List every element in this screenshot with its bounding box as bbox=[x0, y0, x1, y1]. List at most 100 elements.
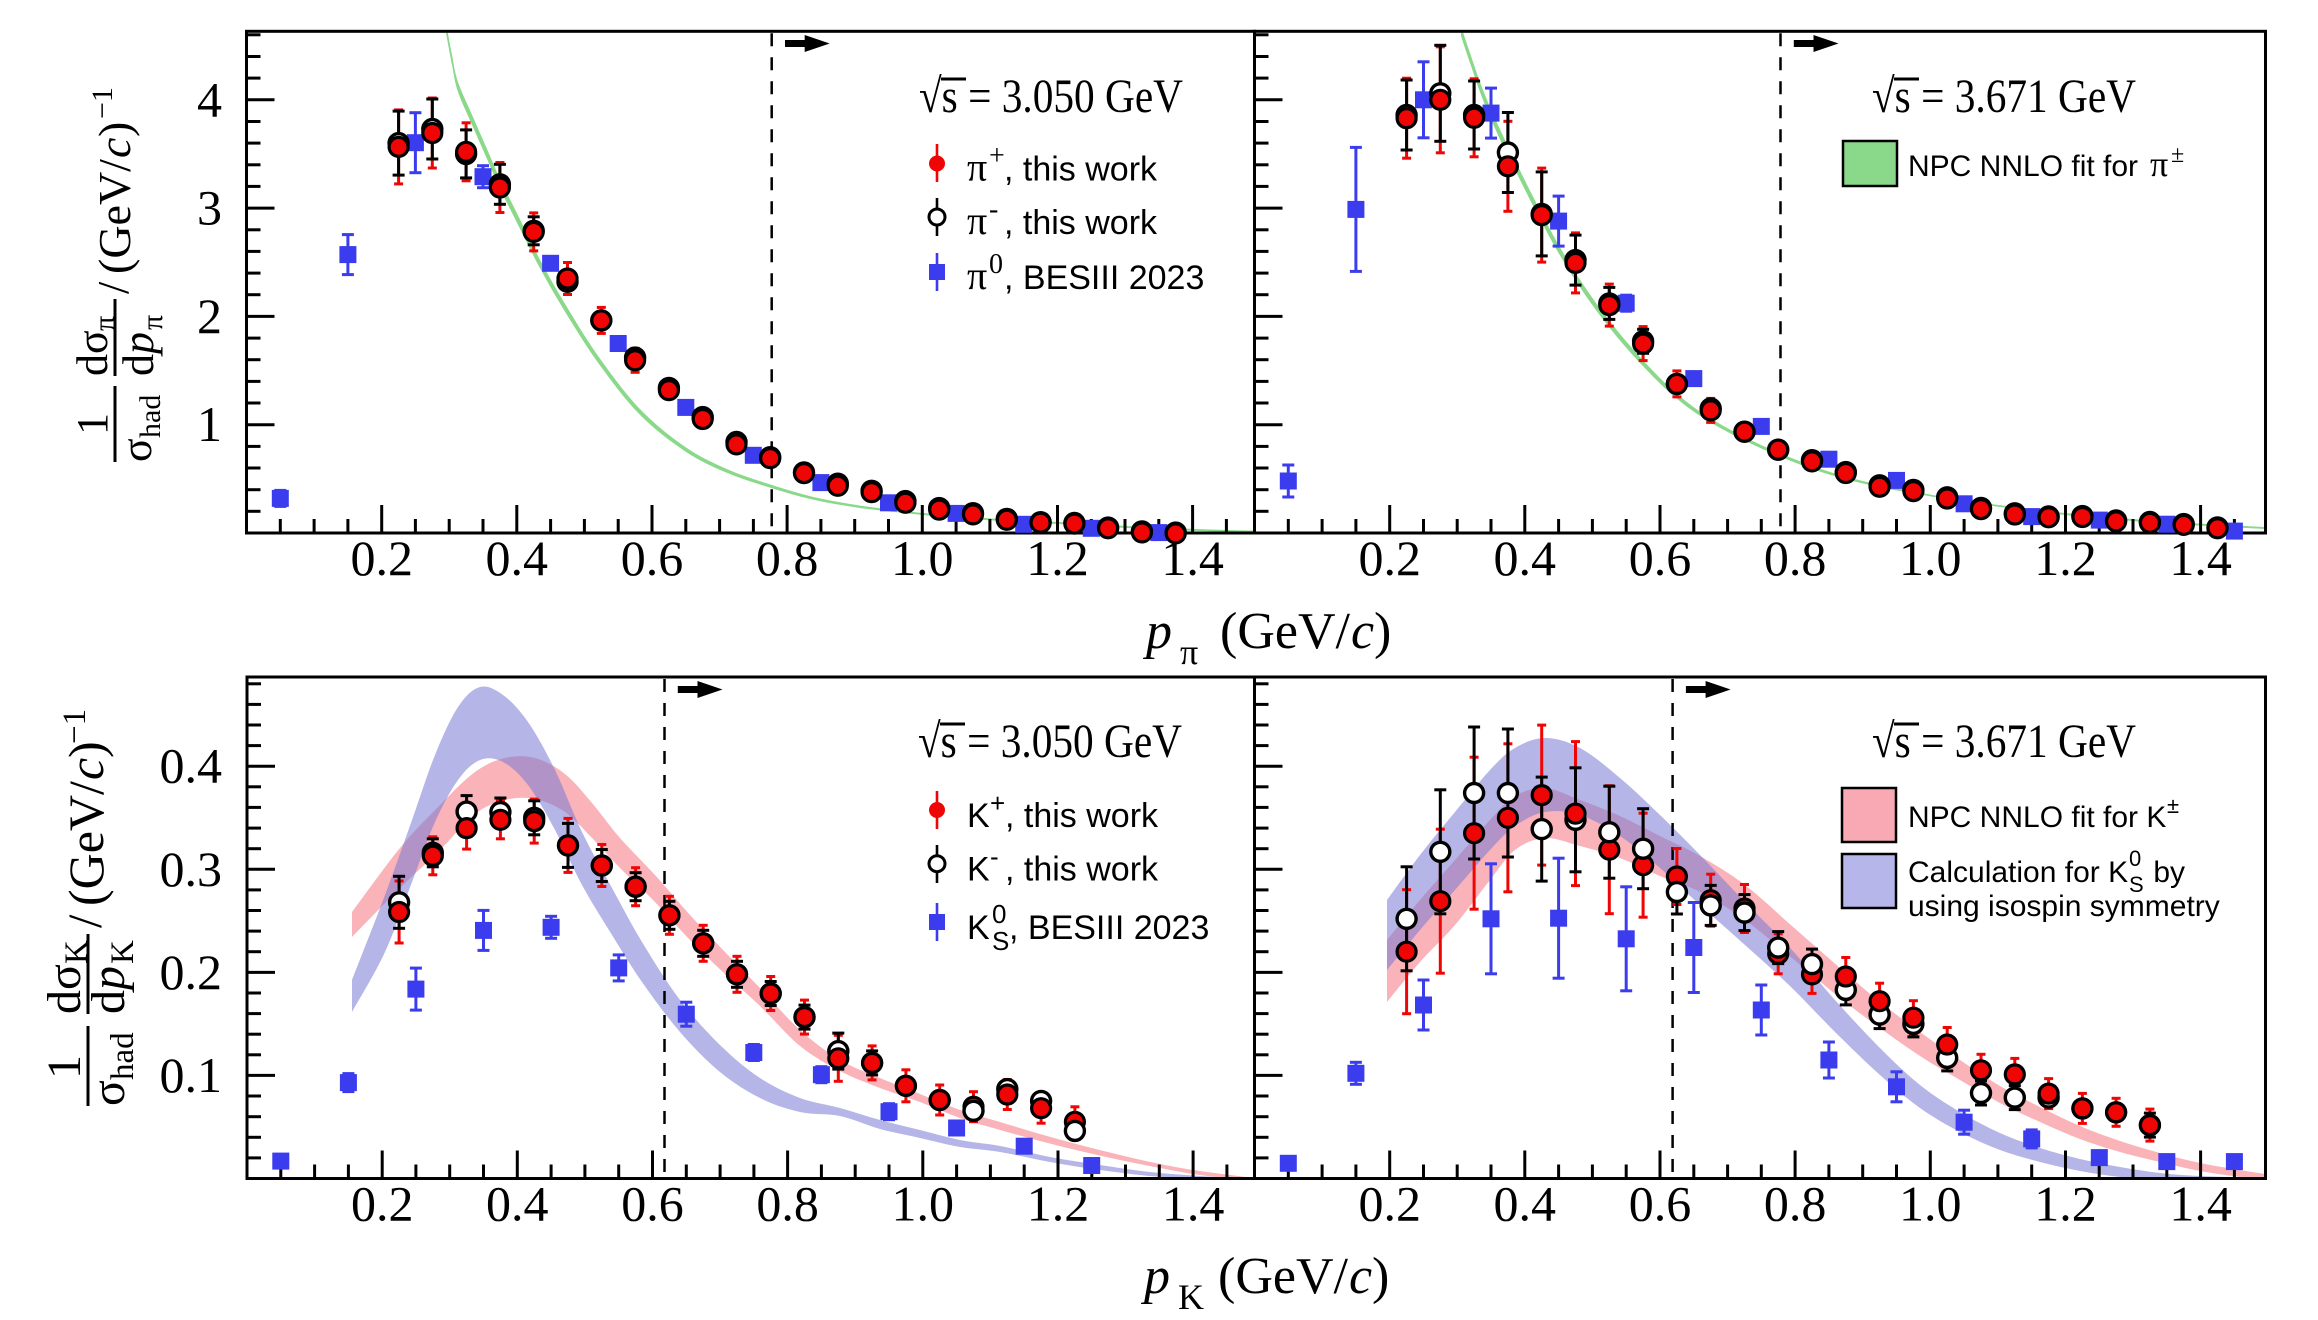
svg-text:using isospin symmetry: using isospin symmetry bbox=[1908, 890, 2220, 923]
svg-text:1.0: 1.0 bbox=[1899, 1176, 1962, 1232]
svg-text:p: p bbox=[1142, 603, 1172, 660]
svg-text:π: π bbox=[967, 253, 987, 298]
svg-text:0.2: 0.2 bbox=[160, 944, 223, 1000]
svg-text:1.4: 1.4 bbox=[1162, 1176, 1225, 1232]
svg-text:2: 2 bbox=[197, 288, 222, 344]
svg-text:, BESIII 2023: , BESIII 2023 bbox=[1004, 259, 1204, 297]
svg-text:K: K bbox=[1178, 1277, 1204, 1317]
svg-text:1.2: 1.2 bbox=[2034, 1176, 2097, 1232]
svg-text:±: ± bbox=[2171, 142, 2184, 168]
svg-text:): ) bbox=[58, 741, 114, 758]
svg-text:, BESIII 2023: , BESIII 2023 bbox=[1009, 909, 1209, 947]
svg-text:−1: −1 bbox=[86, 87, 119, 119]
svg-text:-: - bbox=[990, 842, 999, 872]
svg-text:1.2: 1.2 bbox=[2034, 530, 2097, 586]
svg-text:0.8: 0.8 bbox=[1764, 530, 1827, 586]
svg-text:−1: −1 bbox=[57, 709, 93, 744]
svg-text:1.2: 1.2 bbox=[1027, 1176, 1090, 1232]
svg-text:±: ± bbox=[2167, 793, 2179, 818]
svg-text:NPC NNLO fit for: NPC NNLO fit for bbox=[1908, 150, 2146, 183]
svg-text:1.0: 1.0 bbox=[892, 1176, 955, 1232]
svg-text:dσ: dσ bbox=[38, 964, 91, 1014]
svg-text:σ: σ bbox=[82, 1080, 135, 1106]
svg-text:had: had bbox=[134, 395, 167, 438]
svg-text:σ: σ bbox=[112, 438, 161, 462]
svg-text:0.2: 0.2 bbox=[350, 530, 413, 586]
svg-text:0.6: 0.6 bbox=[621, 1176, 684, 1232]
svg-text:1.0: 1.0 bbox=[1899, 530, 1962, 586]
svg-text:1.4: 1.4 bbox=[2169, 1176, 2232, 1232]
svg-text:3: 3 bbox=[197, 180, 222, 236]
svg-text:p: p bbox=[1140, 1248, 1170, 1305]
svg-text:0.8: 0.8 bbox=[756, 1176, 819, 1232]
svg-text:K: K bbox=[967, 851, 990, 889]
svg-text:0.4: 0.4 bbox=[160, 738, 223, 794]
svg-text:0.2: 0.2 bbox=[1358, 530, 1421, 586]
svg-text:0.6: 0.6 bbox=[1629, 1176, 1692, 1232]
svg-text:dσ: dσ bbox=[68, 330, 117, 376]
svg-text:(GeV/: (GeV/ bbox=[58, 781, 114, 906]
svg-text:1.4: 1.4 bbox=[2169, 530, 2232, 586]
svg-text:(GeV/: (GeV/ bbox=[1220, 603, 1351, 660]
svg-text:π: π bbox=[1180, 632, 1198, 672]
svg-text:1: 1 bbox=[68, 413, 117, 435]
svg-text:): ) bbox=[89, 122, 140, 137]
svg-text:0.8: 0.8 bbox=[1764, 1176, 1827, 1232]
svg-text:1.4: 1.4 bbox=[1161, 530, 1224, 586]
svg-text:+: + bbox=[990, 788, 1005, 818]
svg-text:by: by bbox=[2145, 856, 2185, 889]
svg-text:K: K bbox=[967, 909, 990, 947]
svg-text:-: - bbox=[989, 194, 998, 225]
svg-text:K: K bbox=[105, 940, 141, 964]
svg-text:1.2: 1.2 bbox=[1026, 530, 1089, 586]
svg-text:4: 4 bbox=[197, 71, 222, 127]
svg-text:0.6: 0.6 bbox=[621, 530, 684, 586]
svg-text:0: 0 bbox=[989, 249, 1003, 280]
svg-text:d: d bbox=[82, 990, 135, 1014]
svg-text:0: 0 bbox=[992, 899, 1006, 929]
svg-text:0.2: 0.2 bbox=[351, 1176, 414, 1232]
svg-text:had: had bbox=[105, 1032, 141, 1080]
svg-text:0.1: 0.1 bbox=[160, 1047, 223, 1103]
svg-text:, this work: , this work bbox=[1004, 204, 1158, 242]
svg-text:0.8: 0.8 bbox=[756, 530, 819, 586]
svg-text:, this work: , this work bbox=[1004, 151, 1158, 189]
svg-text:S: S bbox=[992, 926, 1009, 956]
svg-text:S: S bbox=[2129, 872, 2144, 897]
svg-text:Calculation for K: Calculation for K bbox=[1908, 856, 2128, 889]
svg-text:π: π bbox=[2150, 144, 2168, 184]
svg-text:1: 1 bbox=[197, 396, 222, 452]
svg-text:K: K bbox=[967, 797, 990, 835]
svg-text:c: c bbox=[1349, 1248, 1372, 1305]
svg-text:c: c bbox=[58, 758, 114, 780]
svg-text:(GeV/: (GeV/ bbox=[1218, 1248, 1349, 1305]
svg-text:π: π bbox=[967, 198, 987, 243]
svg-text:/: / bbox=[89, 281, 138, 294]
svg-text:π: π bbox=[88, 316, 121, 331]
svg-text:p: p bbox=[82, 966, 135, 993]
svg-text:p: p bbox=[114, 332, 163, 357]
svg-text:d: d bbox=[114, 354, 163, 376]
svg-text:c: c bbox=[89, 138, 140, 158]
svg-text:K: K bbox=[59, 940, 95, 964]
svg-text:): ) bbox=[1374, 603, 1391, 660]
svg-text:, this work: , this work bbox=[1005, 851, 1159, 889]
svg-text:(GeV/: (GeV/ bbox=[89, 159, 140, 274]
svg-text:0.4: 0.4 bbox=[486, 1176, 549, 1232]
svg-text:0.4: 0.4 bbox=[1494, 530, 1557, 586]
svg-text:/: / bbox=[59, 914, 112, 928]
svg-text:0: 0 bbox=[2129, 846, 2141, 871]
svg-text:NPC NNLO fit for K: NPC NNLO fit for K bbox=[1908, 801, 2166, 834]
svg-text:0.6: 0.6 bbox=[1629, 530, 1692, 586]
svg-text:0.4: 0.4 bbox=[1494, 1176, 1557, 1232]
svg-text:): ) bbox=[1372, 1248, 1389, 1305]
svg-text:, this work: , this work bbox=[1005, 797, 1159, 835]
svg-text:1.0: 1.0 bbox=[891, 530, 954, 586]
svg-text:0.4: 0.4 bbox=[486, 530, 549, 586]
svg-text:0.3: 0.3 bbox=[160, 841, 223, 897]
svg-text:c: c bbox=[1351, 603, 1374, 660]
svg-text:+: + bbox=[989, 141, 1005, 172]
svg-text:0.2: 0.2 bbox=[1358, 1176, 1421, 1232]
svg-text:π: π bbox=[967, 145, 987, 190]
svg-text:π: π bbox=[136, 315, 169, 330]
